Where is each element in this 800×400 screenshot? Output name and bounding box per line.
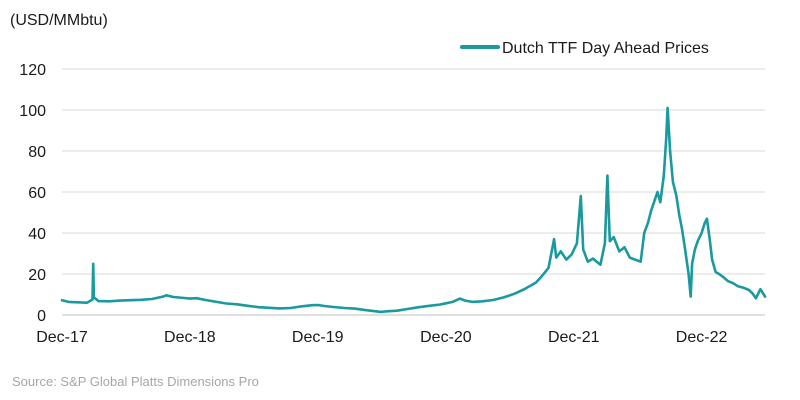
y-tick-label: 60: [28, 185, 46, 202]
x-axis-ticks: Dec-17 Dec-18 Dec-19 Dec-20 Dec-21 Dec-22: [36, 329, 727, 346]
x-tick-label: Dec-17: [36, 329, 88, 346]
x-tick-label: Dec-20: [420, 329, 472, 346]
x-tick-label: Dec-18: [164, 329, 216, 346]
source-note: Source: S&P Global Platts Dimensions Pro: [12, 374, 259, 389]
y-tick-label: 100: [19, 103, 46, 120]
x-tick-label: Dec-22: [676, 329, 728, 346]
y-tick-label: 0: [37, 308, 46, 325]
y-tick-label: 80: [28, 144, 46, 161]
x-tick-label: Dec-19: [292, 329, 344, 346]
legend-label: Dutch TTF Day Ahead Prices: [502, 40, 709, 57]
y-tick-label: 40: [28, 226, 46, 243]
y-unit-label: (USD/MMbtu): [10, 12, 108, 29]
series-line: [60, 106, 767, 314]
gridlines: [62, 68, 765, 316]
y-tick-label: 20: [28, 267, 46, 284]
y-tick-label: 120: [19, 62, 46, 79]
y-axis-ticks: 0 20 40 60 80 100 120: [19, 62, 46, 325]
legend: Dutch TTF Day Ahead Prices: [460, 40, 709, 57]
series-group: [60, 106, 767, 314]
x-tick-label: Dec-21: [548, 329, 600, 346]
